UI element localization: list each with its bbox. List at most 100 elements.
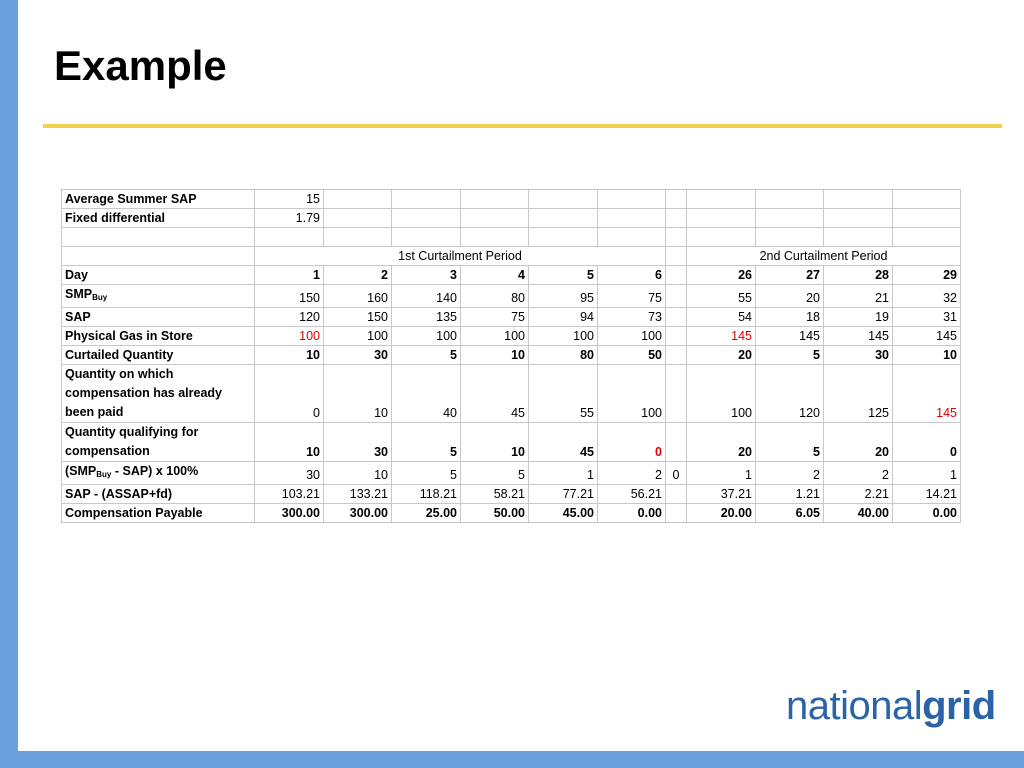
cell: 30	[823, 345, 893, 365]
cell: 30	[323, 422, 392, 462]
row-label: Quantity on which compensation has alrea…	[61, 364, 255, 423]
row-label: SAP	[61, 307, 255, 327]
cell: 37.21	[686, 484, 756, 504]
cell: 145	[755, 326, 824, 346]
cell: 1	[686, 461, 756, 485]
cell: 19	[823, 307, 893, 327]
cell: 4	[460, 265, 529, 285]
cell: 40	[391, 364, 461, 423]
cell: 125	[823, 364, 893, 423]
qty-qualifying-row: Quantity qualifying for compensation 10 …	[61, 422, 961, 462]
cell: 20	[755, 284, 824, 308]
cell: 29	[892, 265, 961, 285]
cell: 103.21	[254, 484, 324, 504]
slide-title: Example	[54, 42, 227, 89]
cell: 0	[665, 461, 687, 485]
cell: 160	[323, 284, 392, 308]
cell: 75	[597, 284, 666, 308]
cell: 100	[391, 326, 461, 346]
cell: 5	[391, 461, 461, 485]
cell: 133.21	[323, 484, 392, 504]
cell: 28	[823, 265, 893, 285]
sap-row: SAP 120 150 135 75 94 73 54 18 19 31	[61, 307, 961, 327]
cell: 145	[892, 326, 961, 346]
cell: 2	[597, 461, 666, 485]
row-label: Fixed differential	[61, 208, 255, 228]
period-2-header: 2nd Curtailment Period	[686, 246, 961, 266]
cell: 45	[528, 422, 598, 462]
qty-paid-row: Quantity on which compensation has alrea…	[61, 364, 961, 423]
cell: 10	[323, 364, 392, 423]
period-header-row: 1st Curtailment Period 2nd Curtailment P…	[61, 246, 961, 266]
cell: 21	[823, 284, 893, 308]
cell: 2	[755, 461, 824, 485]
cell: 120	[254, 307, 324, 327]
cell: 73	[597, 307, 666, 327]
cell: 3	[391, 265, 461, 285]
cell: 100	[686, 364, 756, 423]
cell: 25.00	[391, 503, 461, 523]
row-label: Compensation Payable	[61, 503, 255, 523]
sap-assap-row: SAP - (ASSAP+fd) 103.21 133.21 118.21 58…	[61, 484, 961, 504]
cell: 135	[391, 307, 461, 327]
cell: 118.21	[391, 484, 461, 504]
cell: 56.21	[597, 484, 666, 504]
cell: 5	[755, 422, 824, 462]
physical-gas-row: Physical Gas in Store 100 100 100 100 10…	[61, 326, 961, 346]
cell: 26	[686, 265, 756, 285]
row-label: (SMPBuy - SAP) x 100%	[61, 461, 255, 485]
curtailed-row: Curtailed Quantity 10 30 5 10 80 50 20 5…	[61, 345, 961, 365]
smp-buy-row: SMPBuy 150 160 140 80 95 75 55 20 21 32	[61, 284, 961, 308]
cell: 2	[323, 265, 392, 285]
table-row	[61, 227, 961, 247]
cell: 100	[528, 326, 598, 346]
cell: 80	[528, 345, 598, 365]
cell: 32	[892, 284, 961, 308]
cell: 10	[892, 345, 961, 365]
row-label: SAP - (ASSAP+fd)	[61, 484, 255, 504]
cell: 0.00	[892, 503, 961, 523]
cell: 100	[460, 326, 529, 346]
cell: 150	[323, 307, 392, 327]
row-label: Day	[61, 265, 255, 285]
cell: 30	[254, 461, 324, 485]
cell: 31	[892, 307, 961, 327]
cell: 20	[686, 345, 756, 365]
cell: 100	[254, 326, 324, 346]
cell: 0	[892, 422, 961, 462]
cell: 6	[597, 265, 666, 285]
smp-sap-pct-row: (SMPBuy - SAP) x 100% 30 10 5 5 1 2 0 1 …	[61, 461, 961, 485]
cell: 94	[528, 307, 598, 327]
cell: 15	[254, 189, 324, 209]
cell: 5	[460, 461, 529, 485]
cell: 80	[460, 284, 529, 308]
cell: 30	[323, 345, 392, 365]
cell: 50.00	[460, 503, 529, 523]
cell: 45	[460, 364, 529, 423]
cell: 0	[597, 422, 666, 462]
cell: 10	[460, 345, 529, 365]
cell: 20	[823, 422, 893, 462]
bottom-accent-bar	[0, 751, 1024, 768]
left-accent-bar	[0, 0, 18, 768]
cell: 300.00	[323, 503, 392, 523]
cell: 5	[391, 345, 461, 365]
cell: 140	[391, 284, 461, 308]
cell: 100	[323, 326, 392, 346]
cell: 5	[528, 265, 598, 285]
compensation-table: Average Summer SAP 15 Fixed differential…	[61, 189, 961, 523]
cell: 5	[755, 345, 824, 365]
cell: 100	[597, 326, 666, 346]
row-label: Curtailed Quantity	[61, 345, 255, 365]
cell: 45.00	[528, 503, 598, 523]
cell: 1	[254, 265, 324, 285]
national-grid-logo: nationalgrid	[786, 684, 996, 728]
cell: 55	[686, 284, 756, 308]
cell: 10	[323, 461, 392, 485]
day-row: Day 1 2 3 4 5 6 26 27 28 29	[61, 265, 961, 285]
cell: 58.21	[460, 484, 529, 504]
table-row: Average Summer SAP 15	[61, 189, 961, 209]
row-label: Quantity qualifying for compensation	[61, 422, 255, 462]
cell: 2.21	[823, 484, 893, 504]
cell: 300.00	[254, 503, 324, 523]
